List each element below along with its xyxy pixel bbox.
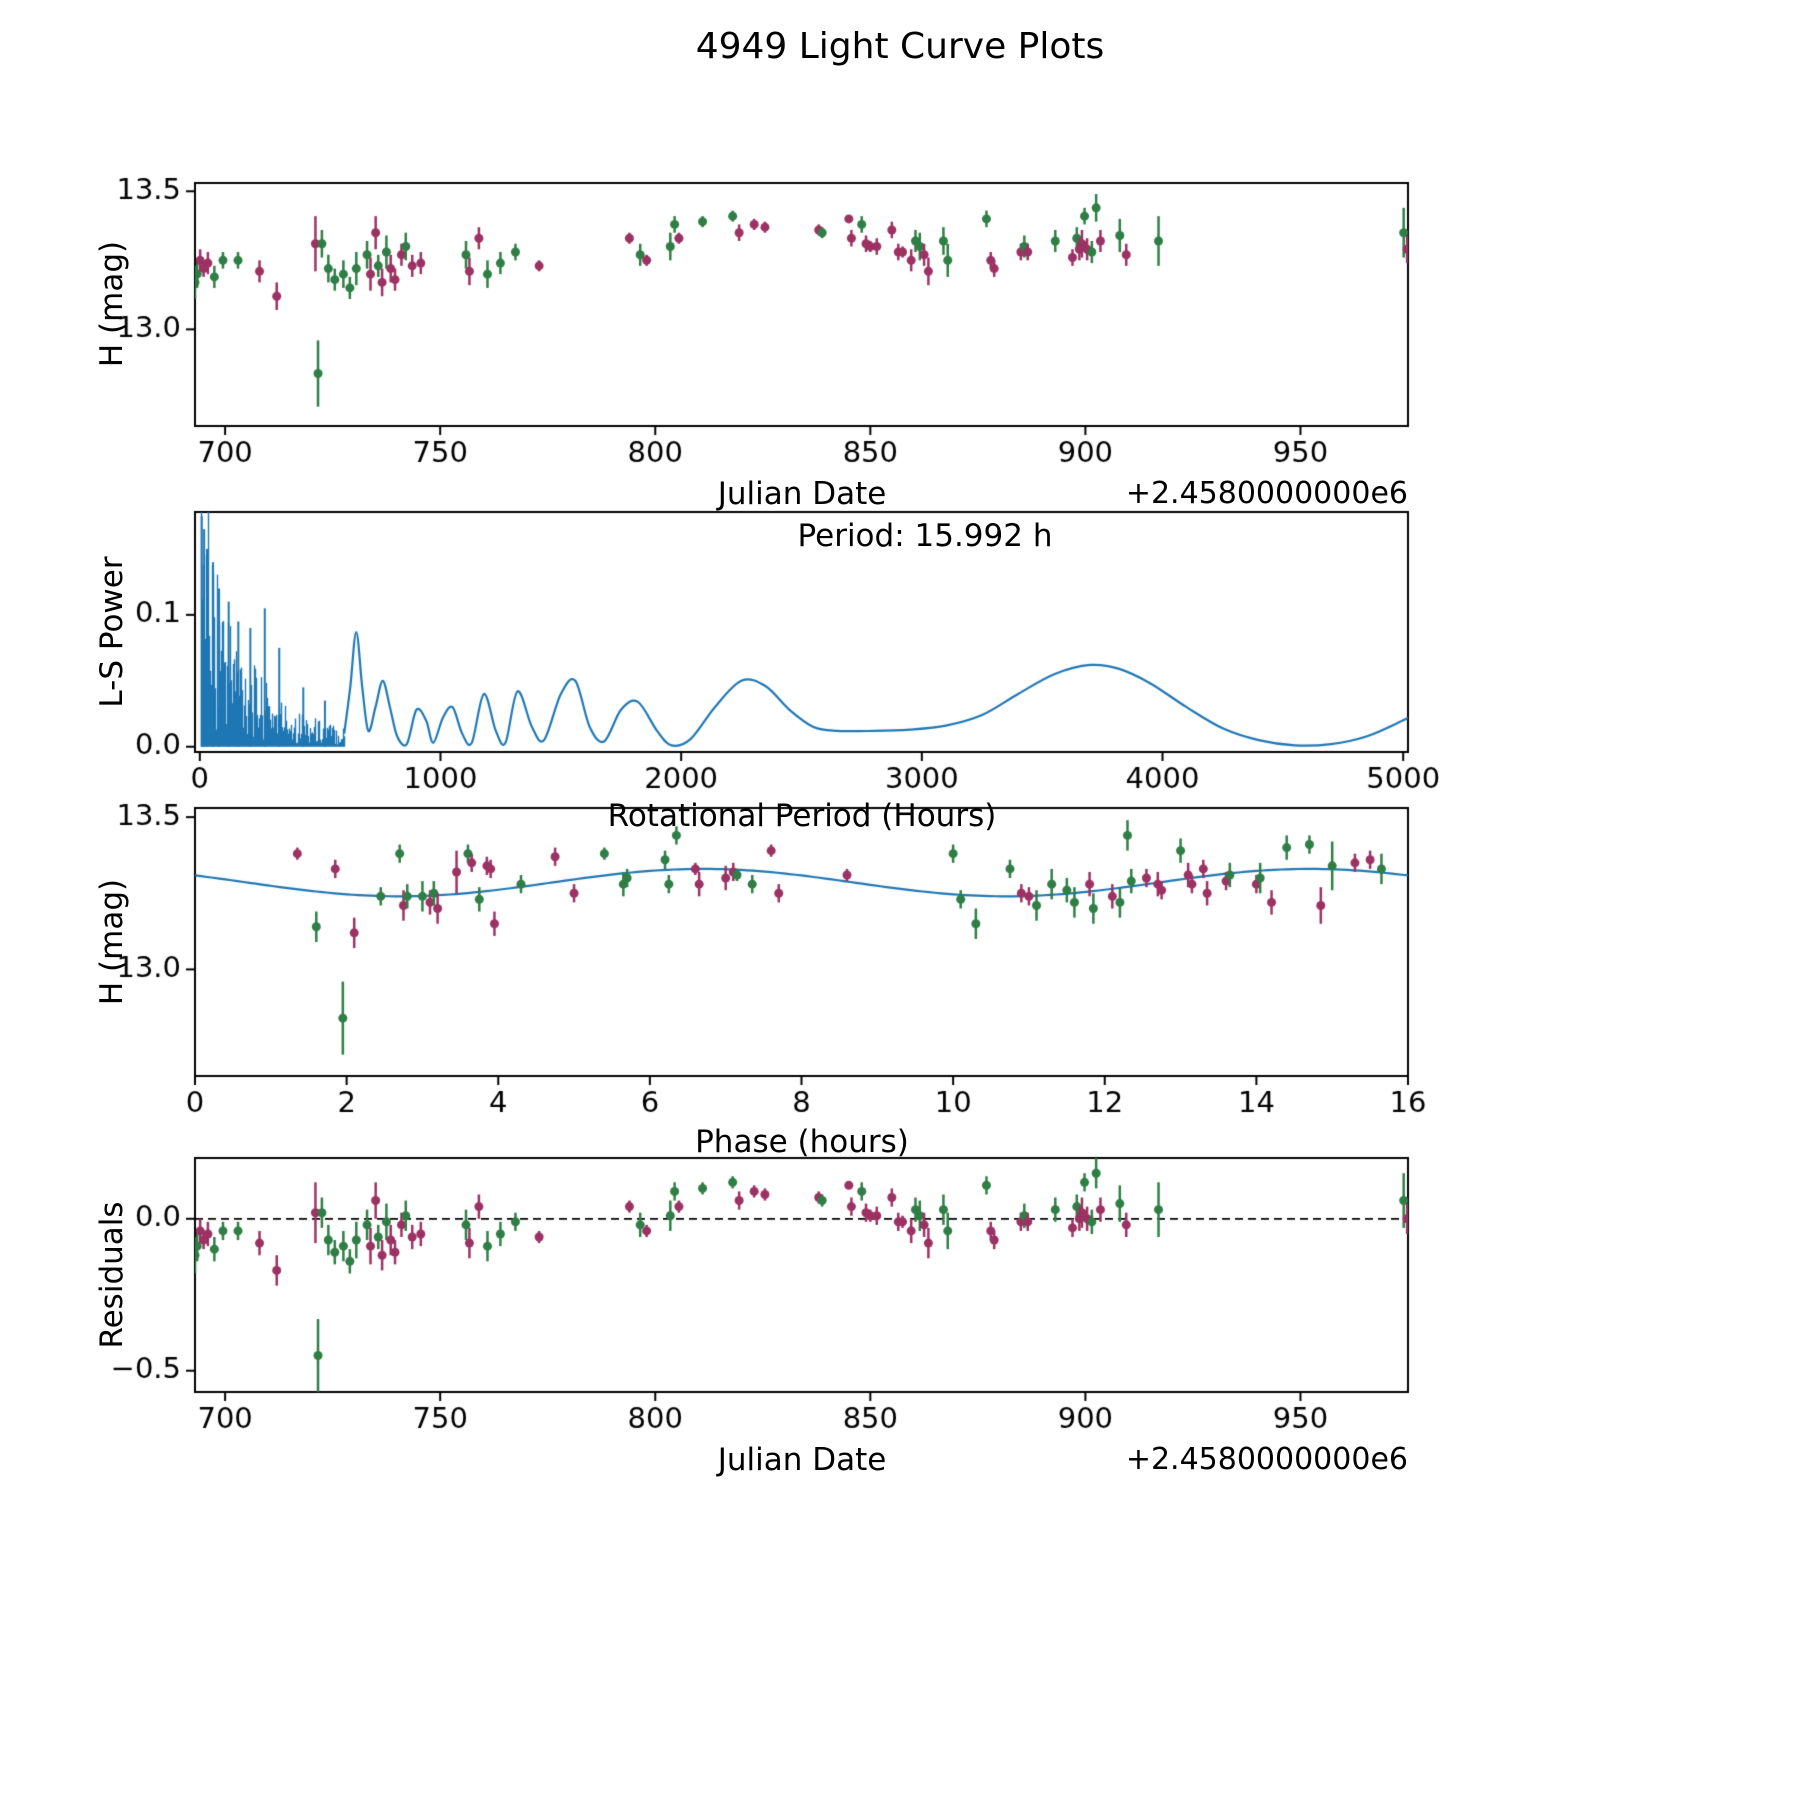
ax2-xlabel: Rotational Period (Hours) <box>607 798 997 834</box>
ax1-x-offset-label: +2.4580000000e6 <box>1125 476 1408 511</box>
ax2-ylabel: L-S Power <box>94 556 130 708</box>
ax4-xlabel: Julian Date <box>717 1442 887 1478</box>
ax3-xlabel: Phase (hours) <box>695 1124 909 1160</box>
ax3-ylabel: H (mag) <box>94 878 130 1006</box>
ax4-x-offset-label: +2.4580000000e6 <box>1125 1442 1408 1477</box>
figure-title: 4949 Light Curve Plots <box>695 26 1105 67</box>
ax4-ylabel: Residuals <box>94 1201 130 1349</box>
period-annotation: Period: 15.992 h <box>797 518 1053 554</box>
ax1-xlabel: Julian Date <box>717 476 887 512</box>
ax1-ylabel: H (mag) <box>94 240 130 368</box>
